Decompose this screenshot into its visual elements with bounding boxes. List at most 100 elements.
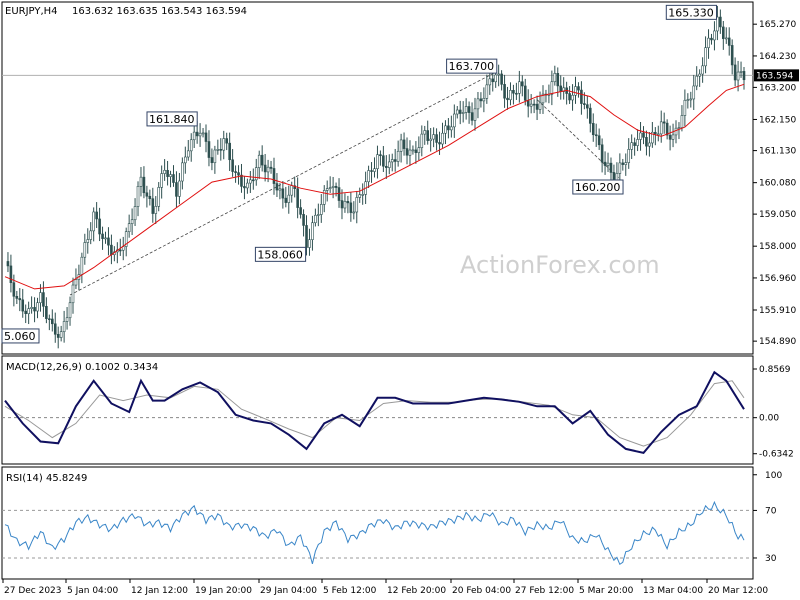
candle-body	[680, 115, 684, 128]
annotation-box	[572, 179, 624, 195]
candle-body	[435, 134, 438, 143]
candle-body	[337, 187, 341, 201]
candle-body	[65, 317, 69, 322]
candle-body	[213, 149, 217, 164]
candle-body	[299, 207, 302, 215]
candle-body	[6, 261, 10, 267]
candle-body	[30, 307, 33, 309]
price-annotations: 5.060 161.840 158.060 163.700 160.200 165.330	[1, 4, 717, 344]
candle-body	[577, 86, 580, 91]
candle-body	[290, 185, 294, 196]
candle-body	[523, 85, 527, 101]
candle-body	[541, 93, 545, 104]
annotation-label: 160.200	[575, 181, 621, 194]
candle-body	[98, 218, 101, 235]
candle-body	[512, 90, 515, 94]
candle-body	[464, 106, 468, 113]
annotation-box	[1, 328, 40, 344]
candle-body	[56, 333, 60, 338]
candle-body	[249, 179, 252, 184]
price-tick-label: 154.890	[759, 337, 796, 347]
macd-series: 0.8569 0.00 -0.6342	[2, 365, 794, 460]
price-tick-label: 164.230	[759, 52, 796, 62]
candle-body	[665, 122, 669, 136]
candle-body	[417, 147, 421, 153]
candle-body	[722, 26, 725, 39]
candle-body	[588, 107, 592, 124]
candle-body	[27, 308, 30, 315]
candle-body	[444, 125, 447, 134]
candle-body	[455, 109, 459, 115]
candle-body	[334, 185, 338, 188]
candle-body	[322, 190, 326, 205]
time-tick-label: 20 Mar 12:00	[708, 586, 768, 596]
annotation-box	[146, 111, 198, 127]
candle-body	[68, 302, 72, 319]
candle-body	[742, 71, 746, 81]
candle-body	[441, 132, 444, 145]
candle-body	[571, 94, 574, 101]
candle-body	[163, 170, 166, 174]
candle-body	[311, 222, 314, 240]
price-tick-label: 159.050	[759, 210, 796, 220]
time-tick-label: 27 Dec 2023	[4, 586, 62, 596]
candle-body	[275, 183, 279, 191]
time-tick-label: 5 Mar 20:00	[579, 586, 634, 596]
candle-body	[662, 121, 666, 124]
candle-body	[671, 134, 675, 140]
candle-body	[124, 231, 128, 247]
candle-body	[636, 139, 639, 146]
candle-body	[698, 73, 701, 77]
candle-body	[429, 138, 432, 141]
candle-body	[50, 318, 54, 325]
candle-body	[376, 154, 379, 169]
candle-body	[594, 134, 598, 137]
candle-body	[733, 64, 737, 81]
macd-signal-line	[4, 380, 745, 447]
candle-body	[648, 142, 651, 147]
candle-body	[674, 127, 678, 136]
time-tick-label: 19 Jan 20:00	[195, 586, 252, 596]
candle-body	[272, 168, 276, 184]
candle-body	[228, 142, 231, 161]
candle-body	[281, 188, 285, 199]
time-tick-label: 13 Mar 04:00	[643, 586, 703, 596]
candle-body	[308, 239, 311, 248]
candle-body	[639, 132, 642, 140]
candle-body	[656, 133, 660, 136]
candle-body	[627, 149, 631, 163]
candle-body	[385, 165, 388, 168]
candle-body	[83, 242, 87, 258]
price-tick-label: 158.000	[759, 242, 796, 252]
candle-body	[145, 192, 149, 197]
candle-body	[175, 182, 178, 197]
candle-body	[405, 148, 409, 156]
candle-body	[618, 162, 622, 174]
candle-body	[314, 214, 317, 224]
candle-body	[476, 98, 480, 110]
candle-body	[86, 239, 90, 243]
candle-body	[686, 99, 690, 101]
candle-body	[396, 150, 400, 162]
candle-body	[583, 103, 586, 105]
candle-body	[154, 206, 158, 214]
candle-body	[568, 93, 571, 101]
candle-body	[574, 86, 577, 96]
ma-line	[4, 83, 745, 290]
candle-body	[479, 98, 483, 102]
rsi-tick-label: 30	[765, 554, 777, 564]
time-tick-label: 5 Jan 04:00	[67, 586, 119, 596]
candle-body	[689, 98, 693, 101]
candles	[6, 5, 746, 349]
candle-body	[532, 103, 536, 106]
candle-body	[293, 185, 296, 189]
candle-body	[724, 37, 728, 40]
candle-body	[393, 159, 397, 162]
price-tick-label: 161.130	[759, 147, 796, 157]
rsi-tick-label: 100	[765, 471, 782, 481]
candle-body	[736, 71, 740, 81]
candle-body	[683, 99, 687, 116]
candle-body	[296, 188, 299, 208]
candle-body	[370, 170, 373, 172]
